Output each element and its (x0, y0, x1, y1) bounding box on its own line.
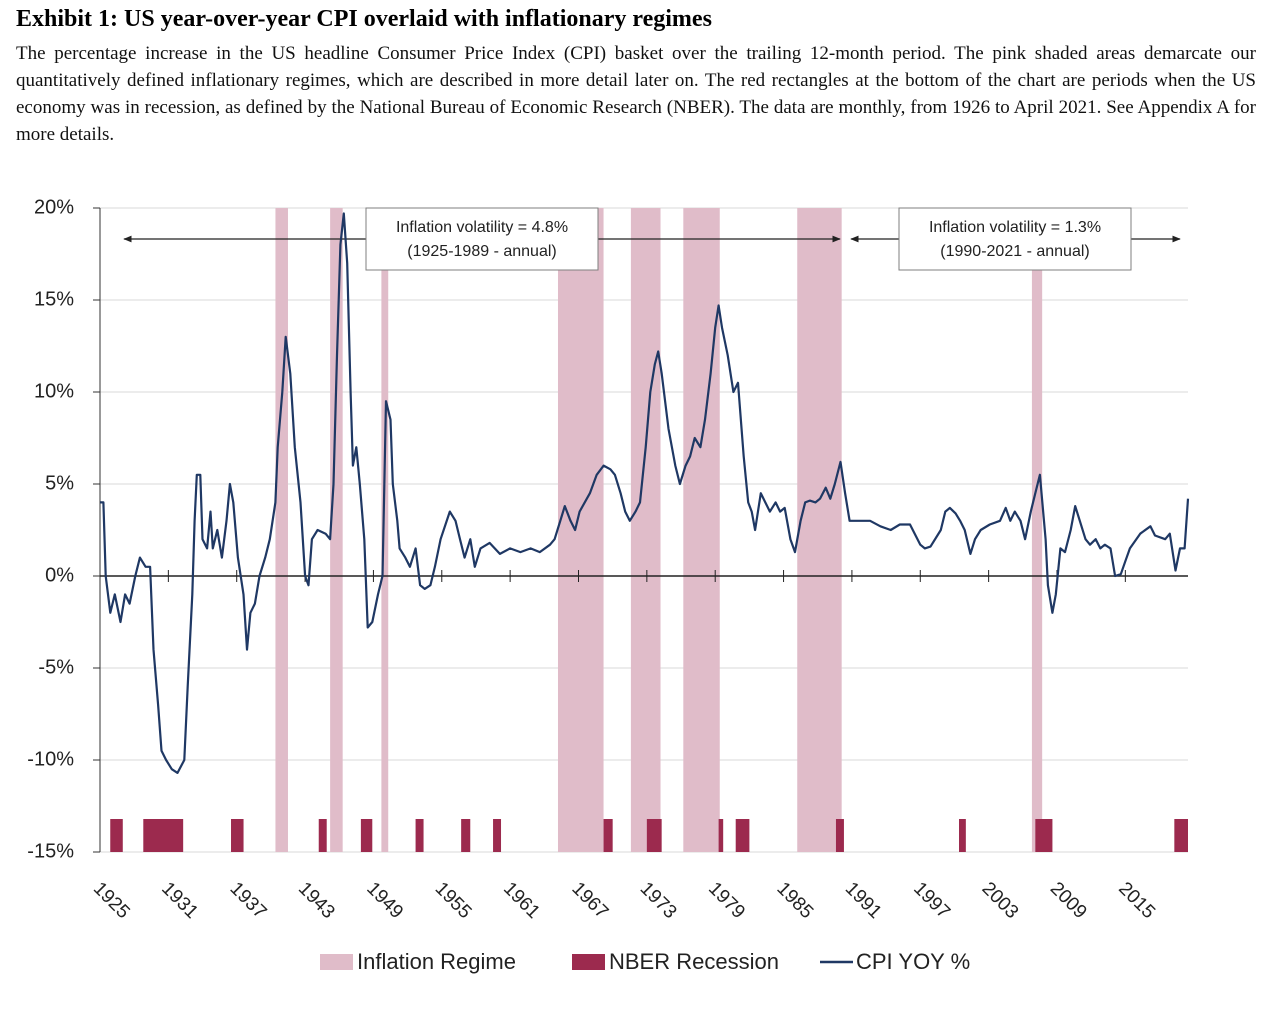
legend-swatch (572, 954, 605, 970)
recession (415, 819, 424, 852)
recession (718, 819, 724, 852)
inflation-regime (1031, 208, 1043, 852)
x-tick-label: 2003 (978, 878, 1023, 923)
legend-label: Inflation Regime (357, 949, 516, 974)
recession (735, 819, 750, 852)
annotation-text: (1925-1989 - annual) (407, 243, 556, 260)
inflation-regime (797, 208, 842, 852)
recession (231, 819, 244, 852)
x-tick-label: 1967 (567, 878, 612, 923)
recession (835, 819, 844, 852)
x-tick-label: 1925 (89, 878, 134, 923)
inflation-regime (381, 208, 389, 852)
x-tick-label: 2015 (1114, 878, 1159, 923)
y-tick-label: 15% (34, 288, 74, 310)
x-tick-label: 1955 (431, 878, 476, 923)
recession (646, 819, 662, 852)
y-tick-label: 10% (34, 380, 74, 402)
x-tick-label: 1979 (704, 878, 749, 923)
y-tick-label: 20% (34, 196, 74, 218)
recession (360, 819, 373, 852)
recession (318, 819, 327, 852)
cpi-line (100, 212, 1190, 774)
x-tick-label: 1991 (841, 878, 886, 923)
recession (1174, 819, 1188, 852)
y-tick-label: -5% (38, 656, 74, 678)
annotation-text: (1990-2021 - annual) (940, 243, 1089, 260)
y-tick-label: 0% (45, 564, 74, 586)
x-tick-label: 1943 (294, 878, 339, 923)
inflation-regime (557, 208, 604, 852)
recession (493, 819, 502, 852)
inflation-regime (630, 208, 661, 852)
x-tick-label: 1997 (909, 878, 954, 923)
x-tick-label: 1985 (772, 878, 817, 923)
annotation-text: Inflation volatility = 1.3% (929, 219, 1101, 236)
x-tick-label: 2009 (1046, 878, 1091, 923)
legend-label: NBER Recession (609, 949, 779, 974)
x-tick-label: 1973 (636, 878, 681, 923)
inflation-regime (275, 208, 288, 852)
inflation-regime (683, 208, 720, 852)
annotation-text: Inflation volatility = 4.8% (396, 219, 568, 236)
inflation-regime (330, 208, 343, 852)
chart-title: Exhibit 1: US year-over-year CPI overlai… (16, 6, 712, 32)
annotation-box (898, 207, 1132, 271)
x-tick-label: 1949 (362, 878, 407, 923)
recession (1035, 819, 1053, 852)
recession (143, 819, 184, 852)
legend-swatch (320, 954, 353, 970)
x-tick-label: 1937 (226, 878, 271, 923)
recession (603, 819, 613, 852)
y-tick-label: 5% (45, 472, 74, 494)
chart-subtitle: The percentage increase in the US headli… (16, 43, 1256, 145)
x-tick-label: 1931 (157, 878, 202, 923)
recession (110, 819, 123, 852)
y-tick-label: -10% (27, 748, 74, 770)
x-tick-label: 1961 (499, 878, 544, 923)
y-tick-label: -15% (27, 840, 74, 862)
recession (461, 819, 471, 852)
legend-label: CPI YOY % (856, 949, 970, 974)
recession (959, 819, 966, 852)
annotation-box (365, 207, 599, 271)
